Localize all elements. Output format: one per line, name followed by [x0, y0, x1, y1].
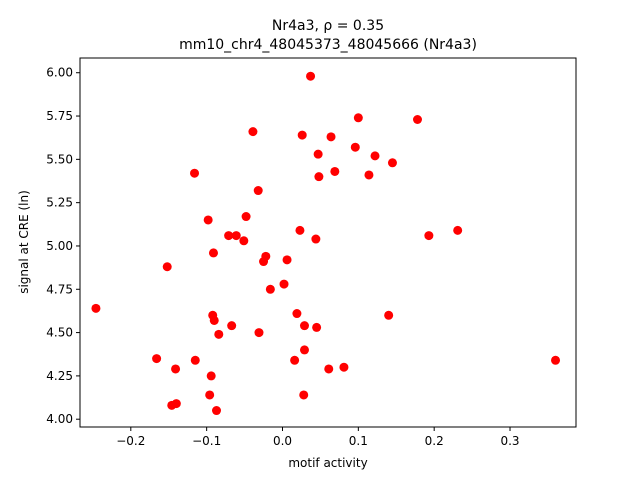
y-tick-label: 4.50: [46, 326, 73, 340]
data-point: [231, 231, 241, 241]
data-point: [295, 225, 305, 235]
data-point: [224, 231, 234, 241]
data-point: [290, 355, 300, 365]
x-axis-label: motif activity: [288, 456, 367, 470]
data-point: [314, 172, 324, 182]
data-point: [313, 149, 323, 159]
y-tick-label: 5.25: [46, 196, 73, 210]
data-point: [190, 168, 200, 178]
data-point: [254, 328, 264, 338]
chart-title-line-2: mm10_chr4_48045373_48045666 (Nr4a3): [179, 37, 477, 53]
y-axis-ticks: 4.00 4.25 4.50 4.75 5.00 5.25 5.50 5.75 6.00: [46, 66, 80, 426]
data-point: [206, 371, 216, 381]
data-point: [205, 390, 215, 400]
data-point: [312, 322, 322, 332]
data-point: [311, 234, 321, 244]
data-point: [241, 212, 251, 222]
data-point: [424, 231, 434, 241]
data-point: [190, 355, 200, 365]
y-tick-label: 5.75: [46, 109, 73, 123]
y-tick-label: 4.00: [46, 412, 73, 426]
data-point: [297, 130, 307, 140]
data-points: [91, 71, 561, 416]
data-point: [364, 170, 374, 180]
data-point: [227, 321, 237, 331]
data-point: [152, 354, 162, 364]
data-point: [387, 158, 397, 168]
data-point: [253, 186, 263, 196]
data-point: [167, 400, 177, 410]
data-point: [171, 364, 181, 374]
y-tick-label: 5.50: [46, 152, 73, 166]
data-point: [214, 329, 224, 339]
x-tick-label: −0.1: [192, 434, 221, 448]
y-tick-label: 6.00: [46, 66, 73, 80]
data-point: [370, 151, 380, 161]
data-point: [306, 71, 316, 81]
data-point: [162, 262, 172, 272]
chart-title-line-1: Nr4a3, ρ = 0.35: [272, 18, 384, 34]
data-point: [453, 225, 463, 235]
data-point: [339, 362, 349, 372]
data-point: [208, 248, 218, 258]
x-tick-label: 0.1: [349, 434, 368, 448]
data-point: [299, 345, 309, 355]
data-point: [279, 279, 289, 289]
x-tick-label: 0.0: [273, 434, 292, 448]
data-point: [326, 132, 336, 142]
data-point: [330, 166, 340, 176]
data-point: [324, 364, 334, 374]
plot-frame: [79, 57, 577, 428]
y-tick-label: 5.00: [46, 239, 73, 253]
data-point: [259, 257, 269, 267]
data-point: [299, 321, 309, 331]
data-point: [91, 303, 101, 313]
x-axis-ticks: −0.2 −0.1 0.0 0.1 0.2 0.3: [116, 427, 520, 448]
x-tick-label: 0.2: [425, 434, 444, 448]
data-point: [299, 390, 309, 400]
data-point: [353, 113, 363, 123]
y-tick-label: 4.25: [46, 369, 73, 383]
data-point: [265, 284, 275, 294]
x-tick-label: −0.2: [116, 434, 145, 448]
data-point: [412, 115, 422, 124]
data-point: [350, 142, 360, 152]
data-point: [212, 406, 222, 416]
x-tick-label: 0.3: [500, 434, 519, 448]
data-point: [203, 215, 213, 225]
y-tick-label: 4.75: [46, 282, 73, 296]
y-axis-label: signal at CRE (ln): [17, 190, 31, 294]
data-point: [248, 127, 258, 137]
data-point: [209, 315, 219, 325]
data-point: [292, 309, 302, 319]
data-point: [551, 355, 561, 365]
data-point: [282, 255, 292, 265]
data-point: [384, 310, 394, 320]
data-point: [239, 236, 249, 246]
